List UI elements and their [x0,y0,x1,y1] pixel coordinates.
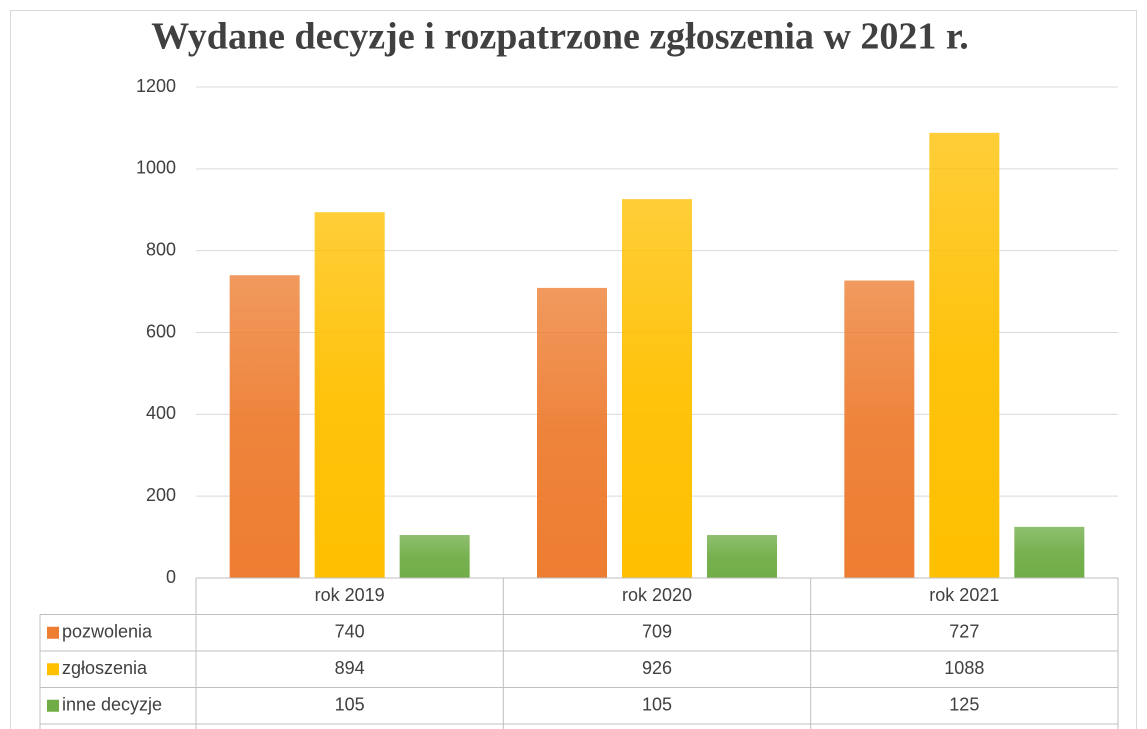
legend-key [47,663,59,676]
bar [844,280,915,578]
bar [314,212,385,578]
y-tick-label: 1000 [136,158,176,178]
y-tick-label: 600 [146,321,176,341]
y-tick-label: 0 [166,567,176,587]
legend-label: pozwolenia [62,622,153,642]
table-value: 740 [335,622,365,642]
y-tick-label: 400 [146,403,176,423]
y-tick-label: 1200 [136,76,176,96]
table-value: 105 [642,695,672,715]
table-value: 105 [335,695,365,715]
table-value: 894 [335,658,365,678]
legend-label: zgłoszenia [62,658,148,678]
chart-title: Wydane decyzje i rozpatrzone zgłoszenia … [151,16,969,58]
x-tick-label: rok 2019 [315,585,385,605]
bar [707,535,777,578]
table-value: 727 [949,622,979,642]
legend-label: inne decyzje [62,695,162,715]
y-tick-label: 800 [146,239,176,259]
bar [229,275,300,578]
table-value: 1088 [944,658,984,678]
bar [537,287,607,578]
bar [1014,526,1085,578]
x-tick-label: rok 2020 [622,585,692,605]
y-tick-label: 200 [146,485,176,505]
bar [622,199,692,578]
legend-key [47,626,59,639]
x-tick-label: rok 2021 [929,585,999,605]
legend-key [47,699,59,712]
table-value: 125 [949,695,979,715]
table-value: 709 [642,622,672,642]
table-value: 926 [642,658,672,678]
bar [929,132,1000,578]
bar [399,535,470,578]
chart-frame [10,10,1137,729]
